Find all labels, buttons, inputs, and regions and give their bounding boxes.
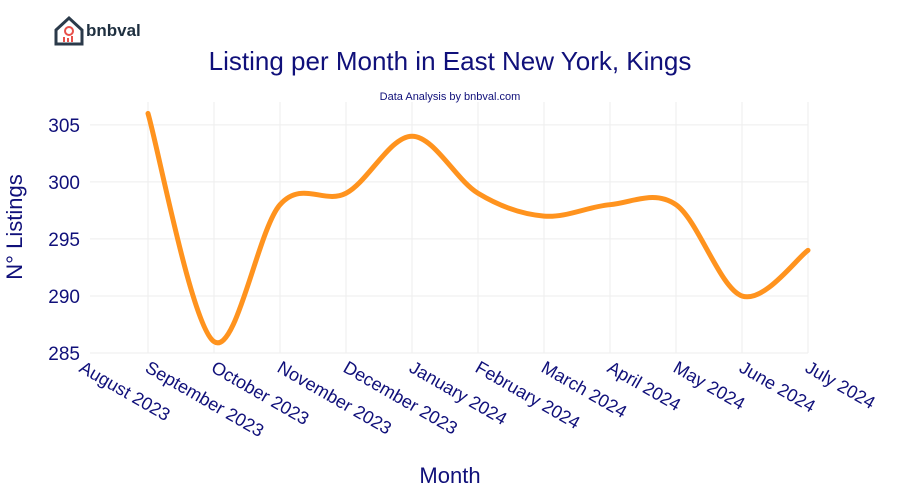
logo-bar — [71, 36, 73, 42]
x-tick-label: May 2024 — [670, 357, 748, 414]
logo-text: bnbval — [86, 21, 141, 40]
x-tick-label: December 2023 — [340, 357, 461, 438]
y-tick-label: 300 — [48, 173, 80, 194]
x-tick-label: November 2023 — [274, 357, 395, 438]
x-axis-title: Month — [419, 463, 480, 488]
x-tick-label: September 2023 — [142, 357, 267, 441]
y-tick-label: 290 — [48, 287, 80, 308]
logo-bar — [63, 37, 65, 42]
y-tick-label: 295 — [48, 230, 80, 251]
line-series — [145, 110, 811, 346]
y-tick-label: 285 — [48, 344, 80, 365]
y-tick-label: 305 — [48, 116, 80, 137]
logo-pin — [64, 26, 74, 36]
logo-bar — [67, 38, 69, 42]
y-axis-title: N° Listings — [2, 174, 27, 279]
chart-title: Listing per Month in East New York, King… — [209, 46, 692, 76]
logo-icon — [54, 15, 84, 46]
logo: bnbval — [54, 15, 141, 46]
chart-subtitle: Data Analysis by bnbval.com — [380, 91, 521, 103]
